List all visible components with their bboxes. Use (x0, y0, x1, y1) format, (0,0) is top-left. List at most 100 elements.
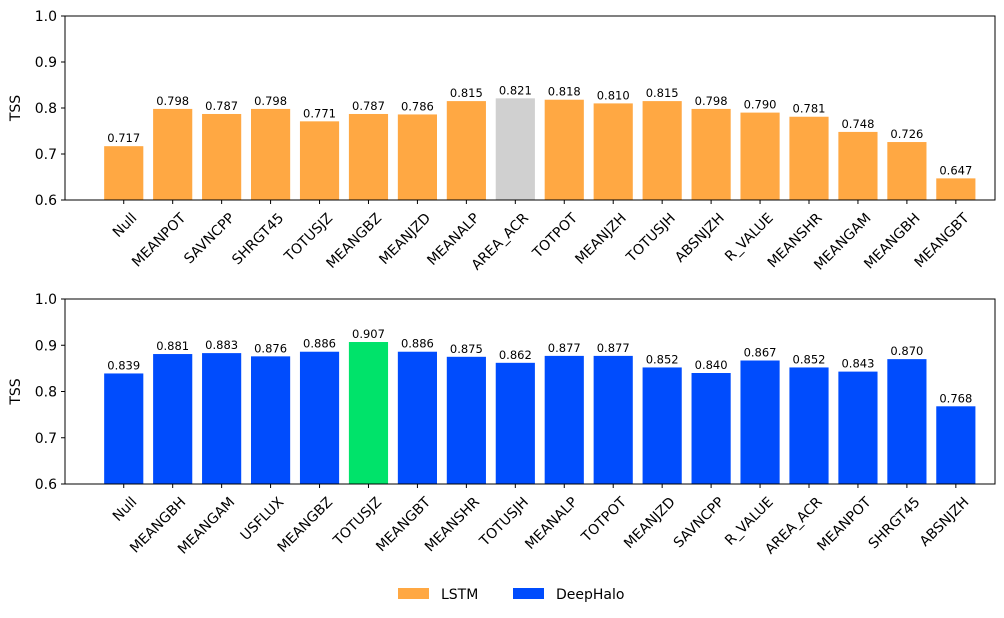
deephalo-bar (397, 351, 437, 484)
lstm-bar (544, 99, 584, 200)
lstm-bar (887, 142, 927, 200)
deephalo-bar (202, 353, 242, 484)
lstm-x-tick-label: ABSNJZH (672, 210, 728, 266)
lstm-chart-panel: 0.717 Null 0.798 MEANPOT 0.787 SAVNCPP 0.798 SH… (8, 9, 996, 274)
deephalo-bar (838, 371, 878, 484)
deephalo-bar (251, 356, 291, 484)
lstm-y-tick-label: 0.9 (35, 55, 57, 71)
deephalo-bar-value-label: 0.862 (499, 348, 532, 362)
deephalo-bar-value-label: 0.839 (107, 358, 140, 372)
deephalo-y-tick-label: 0.6 (35, 477, 57, 493)
deephalo-x-tick-label: MEANJZD (621, 494, 679, 552)
legend-swatch-lstm (398, 588, 429, 599)
deephalo-x-tick-label: Null (110, 494, 140, 524)
lstm-x-tick-label: TOTUSJH (623, 210, 679, 266)
lstm-bar-value-label: 0.815 (450, 86, 483, 100)
lstm-bar-value-label: 0.790 (744, 98, 777, 112)
legend-swatch-deephalo (513, 588, 544, 599)
deephalo-bar-value-label: 0.886 (401, 337, 434, 351)
lstm-bar (202, 113, 242, 200)
legend-label-lstm: LSTM (441, 587, 478, 603)
deephalo-bar-value-label: 0.881 (156, 339, 189, 353)
deephalo-bar-value-label: 0.852 (646, 352, 679, 366)
deephalo-bar-value-label: 0.886 (303, 337, 336, 351)
lstm-y-tick-label: 1.0 (35, 9, 57, 25)
lstm-bar (446, 101, 486, 200)
deephalo-bar (299, 351, 340, 484)
deephalo-bar-value-label: 0.877 (548, 341, 581, 355)
deephalo-bar (495, 362, 535, 484)
lstm-bar-value-label: 0.821 (499, 83, 532, 97)
lstm-bar-value-label: 0.815 (646, 86, 679, 100)
deephalo-bar-value-label: 0.870 (890, 344, 923, 358)
deephalo-y-tick-label: 0.9 (35, 338, 57, 354)
lstm-x-tick-label: MEANJZH (572, 210, 629, 267)
lstm-bar (740, 112, 780, 200)
deephalo-bar-value-label: 0.877 (597, 341, 630, 355)
deephalo-y-tick-label: 1.0 (35, 292, 57, 308)
deephalo-bar-value-label: 0.840 (695, 358, 728, 372)
deephalo-y-tick-label: 0.7 (35, 431, 57, 447)
lstm-bar (593, 103, 633, 200)
deephalo-bar-value-label: 0.907 (352, 327, 385, 341)
deephalo-bar (593, 355, 633, 484)
lstm-bar (936, 178, 976, 200)
lstm-bar-value-label: 0.787 (205, 99, 238, 113)
lstm-x-tick-label: Null (110, 210, 140, 240)
deephalo-x-tick-label: SHRGT45 (866, 494, 924, 552)
deephalo-bar (642, 367, 682, 484)
deephalo-bar (544, 355, 584, 484)
lstm-bar (642, 101, 682, 200)
lstm-bar-value-label: 0.810 (597, 88, 630, 102)
deephalo-bar (691, 373, 731, 484)
deephalo-bar (104, 373, 144, 484)
deephalo-x-tick-label: MEANPOT (814, 494, 874, 554)
lstm-bar-value-label: 0.798 (254, 94, 287, 108)
lstm-bar (104, 146, 144, 200)
deephalo-bar-value-label: 0.883 (205, 338, 238, 352)
lstm-y-tick-label: 0.7 (35, 147, 57, 163)
lstm-bar-value-label: 0.647 (939, 163, 972, 177)
lstm-bar (691, 108, 731, 200)
deephalo-chart-panel: 0.839Null0.881MEANGBH0.883MEANGAM0.876US… (8, 292, 996, 558)
lstm-y-tick-label: 0.8 (35, 101, 57, 117)
deephalo-y-axis-title: TSS (8, 378, 24, 405)
lstm-bar (299, 121, 340, 200)
lstm-bar (789, 116, 829, 200)
lstm-bar (251, 108, 291, 200)
legend: LSTM DeepHalo (398, 587, 624, 603)
lstm-bar (348, 113, 389, 200)
deephalo-bar (153, 354, 193, 484)
lstm-x-tick-label: MEANPOT (129, 210, 189, 270)
lstm-x-tick-label: SAVNCPP (181, 210, 238, 267)
lstm-bar-value-label: 0.726 (890, 127, 923, 141)
lstm-bar-value-label: 0.798 (156, 94, 189, 108)
deephalo-bar (446, 356, 486, 484)
deephalo-bar-value-label: 0.876 (254, 341, 287, 355)
lstm-bar-value-label: 0.771 (303, 106, 336, 120)
deephalo-y-tick-label: 0.8 (35, 385, 57, 401)
lstm-bar-value-label: 0.781 (793, 102, 826, 116)
lstm-bar-value-label: 0.786 (401, 99, 434, 113)
lstm-bar (397, 114, 437, 200)
legend-label-deephalo: DeepHalo (556, 587, 624, 603)
lstm-bar (838, 131, 878, 200)
deephalo-bar (740, 360, 780, 484)
lstm-bar-value-label: 0.818 (548, 85, 581, 99)
deephalo-bar-value-label: 0.875 (450, 342, 483, 356)
lstm-x-tick-label: SHRGT45 (229, 210, 287, 268)
deephalo-bar-value-label: 0.852 (793, 352, 826, 366)
deephalo-bar (887, 359, 927, 485)
lstm-bar (495, 98, 535, 200)
lstm-bar-value-label: 0.798 (695, 94, 728, 108)
lstm-bar-value-label: 0.717 (107, 131, 140, 145)
deephalo-bar (936, 406, 976, 484)
deephalo-bar-value-label: 0.768 (939, 391, 972, 405)
lstm-bar (153, 108, 193, 200)
deephalo-bar-value-label: 0.843 (841, 357, 874, 371)
deephalo-x-tick-label: ABSNJZH (917, 494, 973, 550)
deephalo-bar (789, 367, 829, 484)
deephalo-x-tick-label: SAVNCPP (671, 494, 728, 551)
lstm-bar-value-label: 0.748 (841, 117, 874, 131)
